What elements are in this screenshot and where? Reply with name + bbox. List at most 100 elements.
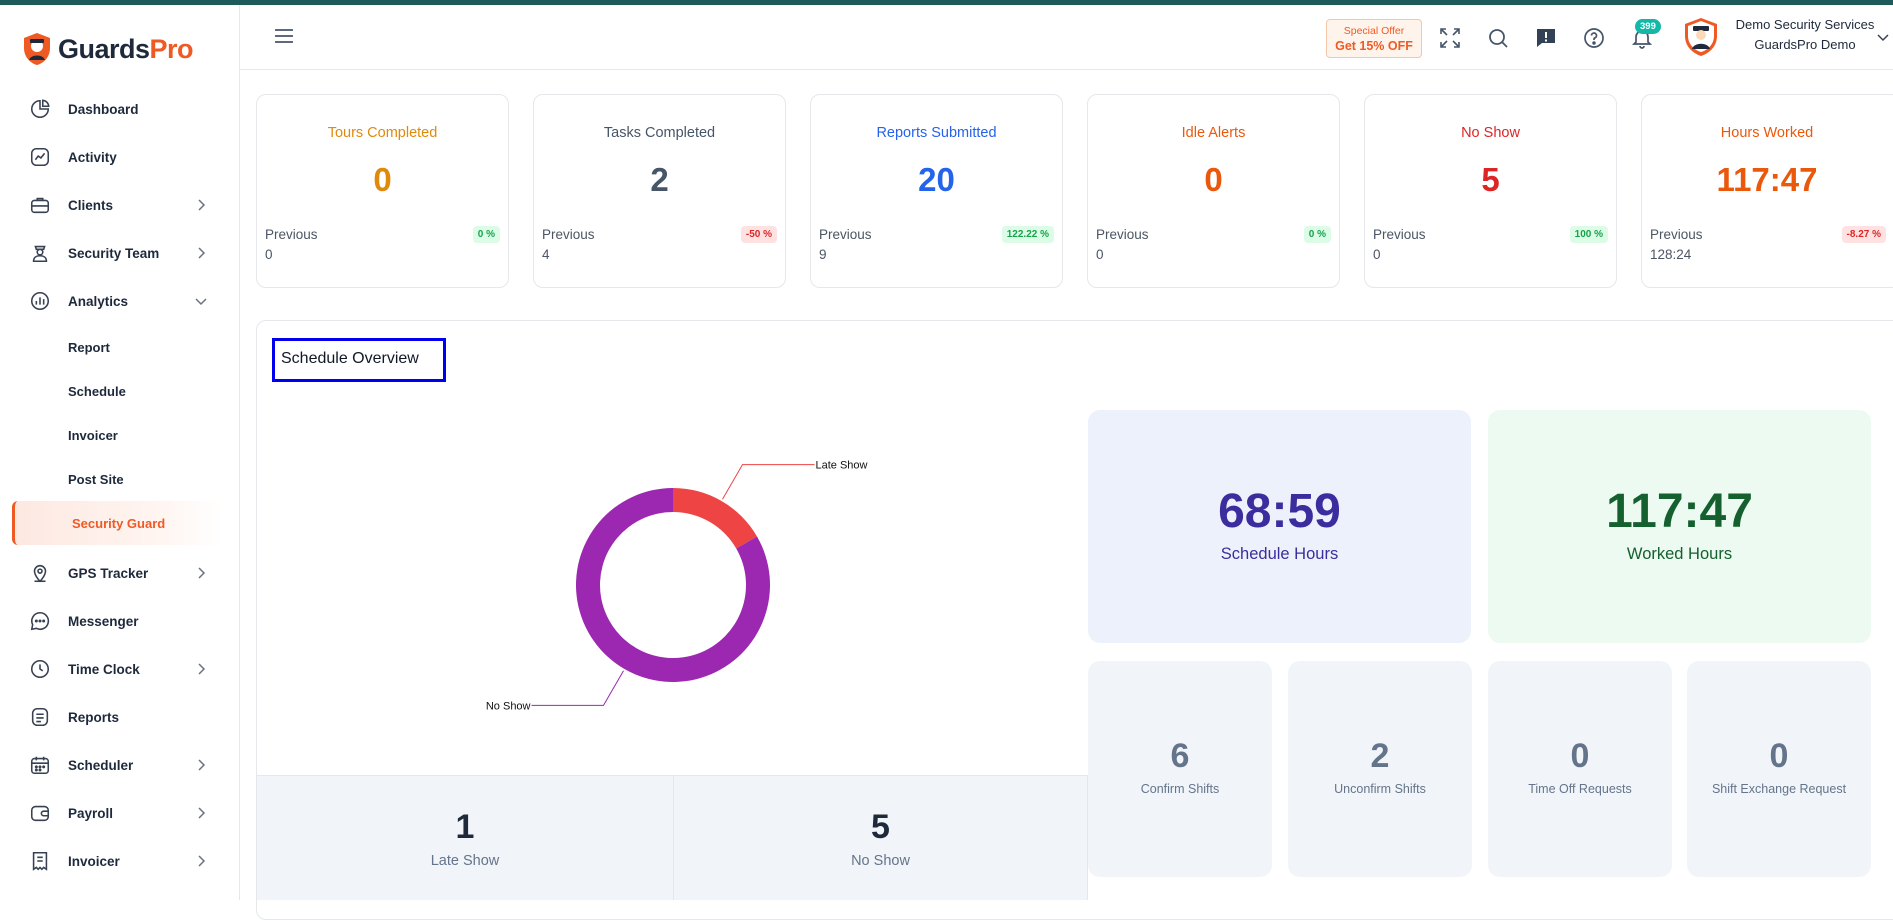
no-show-card: 5 No Show (674, 775, 1088, 900)
analytics-sub-security-guard[interactable]: Security Guard (12, 501, 222, 545)
stat-value: 117:47 (1716, 161, 1818, 198)
sidebar-item-time-clock[interactable]: Time Clock (0, 645, 240, 693)
chevron-right-icon (198, 199, 206, 211)
sidebar-item-scheduler[interactable]: Scheduler (0, 741, 240, 789)
confirm-shifts-value: 6 (1170, 737, 1190, 775)
help-icon[interactable] (1582, 26, 1606, 50)
chevron-right-icon (198, 807, 206, 819)
stat-card-no-show[interactable]: No Show 5 Previous 0 100 % (1364, 94, 1617, 288)
worked-hours-card: 117:47 Worked Hours (1488, 410, 1871, 643)
time-off-requests-value: 0 (1570, 737, 1590, 775)
shift-exchange-request-card: 0 Shift Exchange Request (1687, 661, 1871, 877)
stat-previous-value: 9 (819, 247, 827, 262)
stat-previous-label: Previous (1373, 227, 1426, 242)
guard-icon (28, 241, 52, 265)
stat-card-hours-worked[interactable]: Hours Worked 117:47 Previous 128:24 -8.2… (1641, 94, 1893, 288)
stat-change-badge: -50 % (740, 226, 777, 243)
sidebar-item-label: Security Team (68, 245, 160, 261)
wallet-icon (28, 801, 52, 825)
top-accent-bar (0, 0, 1893, 5)
stat-card-reports-submitted[interactable]: Reports Submitted 20 Previous 9 122.22 % (810, 94, 1063, 288)
chevron-down-icon[interactable] (1876, 30, 1890, 44)
donut-leader-line (722, 464, 815, 500)
avatar[interactable] (1683, 17, 1719, 57)
brand-logo[interactable]: GuardsPro (22, 29, 194, 69)
stat-title: Tasks Completed (603, 125, 716, 141)
stat-title: Reports Submitted (876, 125, 997, 141)
schedule-hours-value: 68:59 (1218, 485, 1341, 538)
sidebar-item-activity[interactable]: Activity (0, 133, 240, 181)
search-icon[interactable] (1486, 26, 1510, 50)
donut-label: No Show (486, 700, 531, 712)
special-offer-button[interactable]: Special Offer Get 15% OFF (1326, 19, 1422, 58)
brand-name: GuardsPro (58, 33, 194, 64)
sidebar-item-gps-tracker[interactable]: GPS Tracker (0, 549, 240, 597)
sidebar-item-security-team[interactable]: Security Team (0, 229, 240, 277)
no-show-label: No Show (851, 853, 910, 869)
stat-change-badge: 0 % (1303, 226, 1331, 243)
chevron-right-icon (198, 855, 206, 867)
stat-change-badge: 100 % (1569, 226, 1608, 243)
document-icon (28, 705, 52, 729)
unconfirm-shifts-label: Unconfirm Shifts (1334, 782, 1426, 796)
analytics-sub-invoicer[interactable]: Invoicer (68, 427, 118, 443)
late-show-value: 1 (455, 808, 475, 846)
sidebar-item-reports[interactable]: Reports (0, 693, 240, 741)
confirm-shifts-card: 6 Confirm Shifts (1088, 661, 1272, 877)
stat-previous-value: 0 (1096, 247, 1104, 262)
analytics-sub-report[interactable]: Report (68, 339, 110, 355)
sidebar-item-invoicer[interactable]: Invoicer (0, 837, 240, 885)
sidebar-item-clients[interactable]: Clients (0, 181, 240, 229)
sidebar-item-label: Clients (68, 197, 114, 213)
stat-change-badge: -8.27 % (1841, 226, 1886, 243)
sidebar-item-label: Scheduler (68, 757, 134, 773)
calendar-icon (28, 753, 52, 777)
sidebar-item-label: Dashboard (68, 101, 139, 117)
sidebar-item-dashboard[interactable]: Dashboard (0, 85, 240, 133)
worked-hours-label: Worked Hours (1626, 545, 1733, 563)
donut-slice-late-show[interactable] (673, 488, 758, 549)
chevron-right-icon (198, 759, 206, 771)
user-account[interactable]: Demo Security Services GuardsPro Demo (1730, 17, 1880, 52)
activity-chart-icon (28, 145, 52, 169)
stat-card-tours-completed[interactable]: Tours Completed 0 Previous 0 0 % (256, 94, 509, 288)
analytics-sub-schedule[interactable]: Schedule (68, 383, 126, 399)
sidebar-item-payroll[interactable]: Payroll (0, 789, 240, 837)
feedback-icon[interactable] (1534, 26, 1558, 50)
offer-label: Special Offer (1343, 25, 1405, 37)
sidebar-item-analytics[interactable]: Analytics (0, 277, 240, 325)
sidebar-item-messenger[interactable]: Messenger (0, 597, 240, 645)
schedule-overview-title: Schedule Overview (272, 338, 446, 382)
offer-discount: Get 15% OFF (1335, 39, 1413, 53)
donut-leader-line (531, 670, 624, 706)
guard-shield-icon (24, 33, 50, 65)
fullscreen-icon[interactable] (1438, 26, 1462, 50)
stat-title: Idle Alerts (1181, 125, 1246, 141)
sidebar: GuardsPro Dashboard Activity Clients Sec… (0, 5, 240, 900)
stat-value: 20 (918, 161, 955, 198)
sidebar-item-label: Time Clock (68, 661, 140, 677)
schedule-hours-label: Schedule Hours (1220, 545, 1339, 563)
chat-icon (28, 609, 52, 633)
stat-previous-value: 0 (1373, 247, 1381, 262)
analytics-sub-post-site[interactable]: Post Site (68, 471, 124, 487)
stat-value: 2 (650, 161, 669, 198)
receipt-icon (28, 849, 52, 873)
stat-card-tasks-completed[interactable]: Tasks Completed 2 Previous 4 -50 % (533, 94, 786, 288)
sidebar-item-label: Invoicer (68, 853, 120, 869)
sidebar-item-label: Payroll (68, 805, 114, 821)
chevron-right-icon (198, 663, 206, 675)
late-show-card: 1 Late Show (257, 775, 674, 900)
notification-count-badge: 399 (1635, 19, 1661, 34)
stat-value: 0 (1204, 161, 1223, 198)
map-pin-icon (28, 561, 52, 585)
stat-previous-label: Previous (819, 227, 872, 242)
schedule-donut-chart: Late Show No Show (486, 460, 868, 713)
stat-title: Tours Completed (327, 125, 438, 141)
schedule-hours-card: 68:59 Schedule Hours (1088, 410, 1471, 643)
stat-title: Hours Worked (1720, 125, 1814, 141)
hamburger-menu-icon[interactable] (274, 27, 294, 45)
sidebar-item-label: Messenger (68, 613, 139, 629)
no-show-value: 5 (871, 808, 890, 846)
stat-card-idle-alerts[interactable]: Idle Alerts 0 Previous 0 0 % (1087, 94, 1340, 288)
